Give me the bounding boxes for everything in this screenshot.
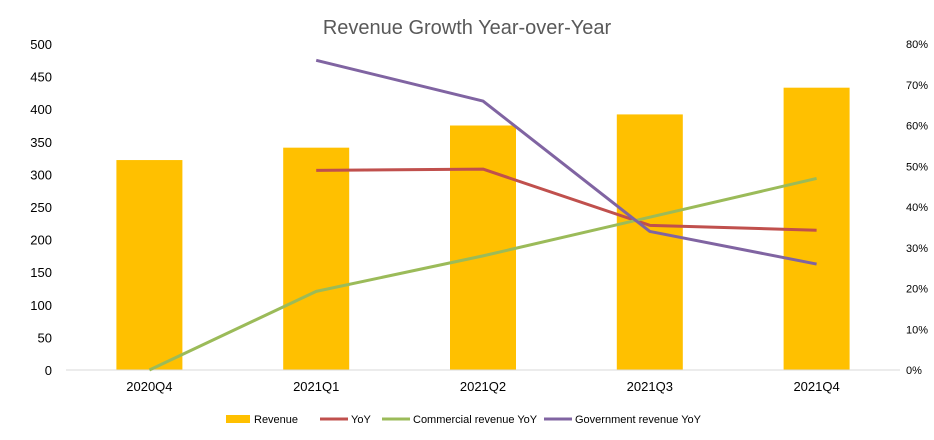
right-tick-label: 80% xyxy=(906,39,928,51)
legend-label-revenue: Revenue xyxy=(254,414,298,426)
left-tick-label: 150 xyxy=(30,265,52,280)
series-lines xyxy=(148,58,817,372)
category-label: 2021Q4 xyxy=(793,379,839,394)
left-tick-label: 50 xyxy=(38,330,52,345)
legend-swatch-revenue xyxy=(226,415,250,423)
left-axis: 0 50 100 150 200 250 300 350 400 450 500 xyxy=(30,37,52,378)
left-tick-label: 400 xyxy=(30,102,52,117)
legend-label-commercial-revenue-yoy: Commercial revenue YoY xyxy=(413,414,538,426)
right-tick-label: 10% xyxy=(906,324,928,336)
revenue-bar xyxy=(116,160,183,370)
right-tick-label: 50% xyxy=(906,161,928,173)
category-label: 2021Q2 xyxy=(460,379,506,394)
yoy-line xyxy=(316,167,817,232)
right-axis: 0% 10% 20% 30% 40% 50% 60% 70% 80% xyxy=(906,39,928,377)
commercial-revenue-yoy-line xyxy=(148,177,817,372)
right-tick-label: 70% xyxy=(906,80,928,92)
right-tick-label: 60% xyxy=(906,121,928,133)
right-tick-label: 20% xyxy=(906,284,928,296)
category-label: 2021Q3 xyxy=(627,379,673,394)
legend-label-government-revenue-yoy: Government revenue YoY xyxy=(575,414,702,426)
right-tick-label: 0% xyxy=(906,365,922,377)
left-tick-label: 300 xyxy=(30,167,52,182)
right-tick-label: 40% xyxy=(906,202,928,214)
left-tick-label: 200 xyxy=(30,233,52,248)
legend-label-yoy: YoY xyxy=(351,414,371,426)
left-tick-label: 0 xyxy=(45,363,52,378)
left-tick-label: 350 xyxy=(30,135,52,150)
government-revenue-yoy-line xyxy=(315,58,817,266)
legend: Revenue YoY Commercial revenue YoY Governme… xyxy=(226,414,702,426)
chart-title: Revenue Growth Year-over-Year xyxy=(323,17,612,39)
category-label: 2020Q4 xyxy=(126,379,172,394)
revenue-bar xyxy=(450,125,516,370)
x-axis: 2020Q4 2021Q1 2021Q2 2021Q3 2021Q4 xyxy=(126,379,839,394)
revenue-bar xyxy=(283,147,350,370)
category-label: 2021Q1 xyxy=(293,379,339,394)
revenue-bar xyxy=(616,114,683,370)
left-tick-label: 500 xyxy=(30,37,52,52)
right-tick-label: 30% xyxy=(906,243,928,255)
left-tick-label: 100 xyxy=(30,298,52,313)
left-tick-label: 250 xyxy=(30,200,52,215)
left-tick-label: 450 xyxy=(30,70,52,85)
